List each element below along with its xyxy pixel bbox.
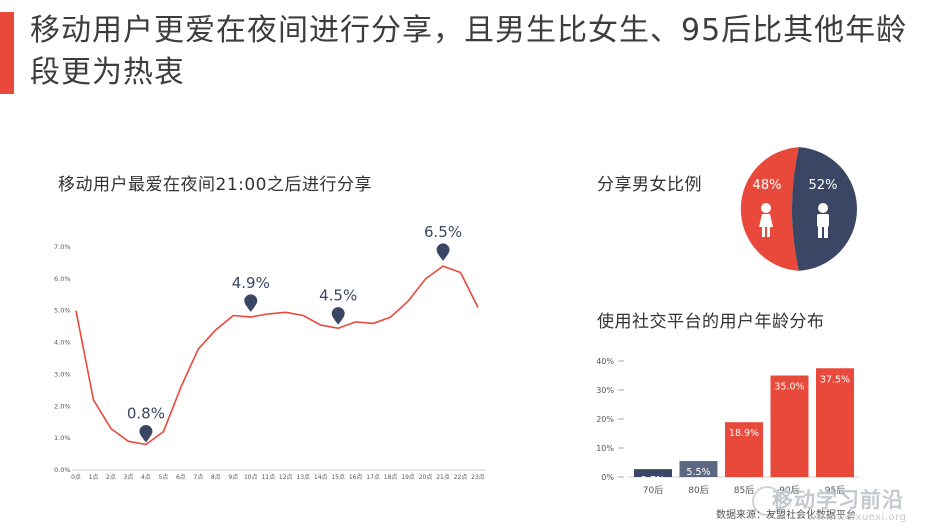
watermark-logo-text: 移动学习前沿 bbox=[772, 488, 904, 512]
line-y-tick-label: 0.0% bbox=[54, 466, 71, 474]
gender-chart-title: 分享男女比例 bbox=[597, 175, 702, 195]
line-x-tick-label: 13点 bbox=[296, 473, 310, 481]
age-bar bbox=[634, 469, 672, 477]
line-x-tick-label: 5点 bbox=[158, 473, 168, 481]
line-annotation-label: 4.5% bbox=[319, 287, 357, 305]
pie-label-male: 52% bbox=[809, 178, 838, 193]
data-source-note: 数据来源：友盟社会化数据平台 bbox=[716, 510, 856, 521]
line-x-tick-label: 3点 bbox=[124, 473, 134, 481]
age-bar bbox=[725, 422, 763, 477]
line-x-tick-label: 0点 bbox=[71, 473, 81, 481]
age-bar-value-label: 2.7% bbox=[641, 475, 665, 486]
line-annotation-label: 6.5% bbox=[424, 223, 462, 241]
line-x-tick-label: 23点 bbox=[471, 473, 485, 481]
line-x-tick-label: 22点 bbox=[454, 473, 468, 481]
map-pin-icon bbox=[436, 243, 450, 261]
line-y-tick-label: 1.0% bbox=[54, 434, 71, 442]
line-x-tick-label: 17点 bbox=[366, 473, 380, 481]
line-x-tick-label: 20点 bbox=[419, 473, 433, 481]
age-bar-value-label: 35.0% bbox=[774, 382, 804, 393]
line-x-tick-label: 21点 bbox=[436, 473, 450, 481]
line-chart-title: 移动用户最爱在夜间21:00之后进行分享 bbox=[58, 175, 372, 195]
pie-label-female: 48% bbox=[753, 178, 782, 193]
male-icon bbox=[817, 203, 829, 238]
line-x-tick-label: 2点 bbox=[106, 473, 116, 481]
bar-y-tick-label: 20% bbox=[596, 415, 614, 424]
line-x-tick-label: 16点 bbox=[349, 473, 363, 481]
line-y-tick-label: 3.0% bbox=[54, 370, 71, 378]
line-x-tick-label: 4点 bbox=[141, 473, 151, 481]
bar-y-tick-label: 30% bbox=[596, 386, 614, 395]
bar-y-tick-label: 10% bbox=[596, 444, 614, 453]
female-icon bbox=[759, 203, 773, 237]
map-pin-icon bbox=[139, 425, 153, 443]
line-x-tick-label: 14点 bbox=[314, 473, 328, 481]
age-category-label: 80后 bbox=[688, 485, 708, 496]
line-y-tick-label: 7.0% bbox=[54, 243, 71, 251]
age-bar bbox=[679, 461, 718, 477]
age-bar-value-label: 5.5% bbox=[686, 467, 710, 478]
age-bar bbox=[770, 375, 809, 477]
line-x-tick-label: 11点 bbox=[261, 473, 275, 481]
map-pin-icon bbox=[244, 294, 258, 312]
age-bar-value-label: 18.9% bbox=[729, 428, 759, 439]
age-category-label: 70后 bbox=[643, 485, 663, 496]
bar-y-tick-label: 40% bbox=[596, 357, 614, 366]
age-bar bbox=[816, 368, 854, 477]
line-annotation-label: 4.9% bbox=[232, 274, 270, 292]
title-accent-bar bbox=[0, 12, 14, 94]
line-x-tick-label: 12点 bbox=[279, 473, 293, 481]
age-category-label: 95后 bbox=[825, 485, 845, 496]
line-x-tick-label: 18点 bbox=[384, 473, 398, 481]
line-x-tick-label: 10点 bbox=[244, 473, 258, 481]
watermark-logo-ring bbox=[752, 486, 782, 516]
line-y-tick-label: 5.0% bbox=[54, 307, 71, 315]
age-category-label: 90后 bbox=[779, 485, 799, 496]
line-y-tick-label: 4.0% bbox=[54, 339, 71, 347]
bar-y-tick-label: 0% bbox=[601, 473, 614, 482]
line-x-tick-label: 6点 bbox=[176, 473, 186, 481]
line-y-tick-label: 6.0% bbox=[54, 275, 71, 283]
line-series bbox=[75, 265, 479, 446]
age-bar-chart: 0% 10% 20% 30% 40% 2.7%70后 5.5% 80后 18.9% 85后 35.0… bbox=[596, 357, 858, 496]
line-x-tick-label: 9点 bbox=[228, 473, 238, 481]
line-x-tick-label: 15点 bbox=[331, 473, 345, 481]
age-category-label: 85后 bbox=[734, 485, 754, 496]
line-x-tick-label: 7点 bbox=[193, 473, 203, 481]
line-x-tick-label: 1点 bbox=[89, 473, 99, 481]
line-annotation-label: 0.8% bbox=[127, 405, 165, 423]
map-pin-icon bbox=[331, 307, 345, 325]
gender-pie-chart: 48% 52% bbox=[740, 147, 857, 271]
watermark-url: www.weixuexi.org bbox=[808, 512, 907, 523]
age-bar-value-label: 37.5% bbox=[820, 374, 850, 385]
line-y-tick-label: 2.0% bbox=[54, 402, 71, 410]
age-chart-title: 使用社交平台的用户年龄分布 bbox=[597, 312, 825, 332]
page-title: 移动用户更爱在夜间进行分享，且男生比女生、95后比其他年龄段更为热衷 bbox=[30, 13, 908, 90]
line-x-tick-label: 19点 bbox=[401, 473, 415, 481]
line-x-tick-label: 8点 bbox=[211, 473, 221, 481]
line-chart: 0.0% 1.0% 2.0% 3.0% 4.0% 5.0% 6.0% 7.0% 0点 1点 2点 3点… bbox=[54, 223, 486, 481]
